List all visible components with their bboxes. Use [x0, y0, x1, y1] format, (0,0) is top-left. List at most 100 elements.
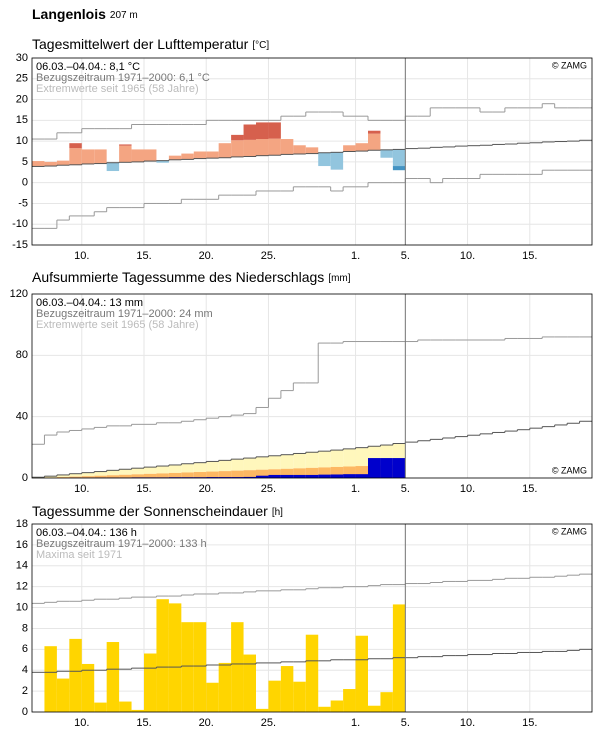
low-band: [256, 469, 269, 478]
low-band: [193, 472, 207, 478]
sun-bar: [56, 678, 70, 712]
sun-bar: [206, 682, 219, 712]
y-tick-label: 0: [22, 177, 28, 189]
y-tick-label: 6: [22, 643, 28, 655]
warm-bar: [69, 148, 82, 165]
sun-bar: [392, 604, 406, 712]
normal-band: [343, 448, 356, 467]
precip-area: [330, 474, 344, 478]
legend-text: Bezugszeitraum 1971–2000: 6,1 °C: [36, 72, 210, 84]
normal-band: [144, 467, 157, 474]
cold-bar: [330, 152, 344, 169]
y-tick-label: 0: [22, 706, 28, 718]
normal-band: [355, 447, 368, 467]
x-tick-label: 5.: [401, 483, 410, 495]
precip-area: [268, 474, 281, 478]
normal-band: [69, 473, 82, 477]
warm-bar: [305, 147, 319, 154]
cold-bar: [318, 152, 331, 167]
normal-band: [94, 471, 107, 476]
sun-bar: [280, 666, 294, 712]
y-tick-label: 80: [16, 349, 28, 361]
low-band: [231, 470, 244, 478]
warm-bar: [268, 138, 281, 156]
warm-bar: [355, 143, 368, 152]
precip-area: [280, 474, 294, 478]
sun-bar: [144, 653, 157, 712]
normal-band: [318, 451, 331, 468]
x-tick-label: 10.: [74, 717, 89, 729]
warm-bar: [343, 145, 356, 152]
low-band: [268, 469, 281, 478]
credit: © ZAMG: [552, 526, 587, 536]
y-tick-label: 40: [16, 411, 28, 423]
low-band: [56, 477, 70, 478]
low-band: [243, 470, 256, 478]
normal-band: [218, 460, 232, 472]
y-tick-label: 4: [22, 664, 28, 676]
warm-bar-strong: [256, 122, 269, 140]
legend-text: Extremwerte seit 1965 (58 Jahre): [36, 319, 199, 331]
y-tick-label: 12: [16, 581, 28, 593]
normal-band: [280, 454, 294, 469]
normal-band: [106, 470, 120, 476]
sun-bar: [131, 709, 144, 712]
y-tick-label: 14: [16, 560, 28, 572]
warm-bar: [293, 145, 306, 154]
warm-bar: [280, 139, 294, 155]
x-tick-label: 25.: [261, 483, 276, 495]
normal-band: [181, 463, 194, 473]
low-band: [131, 474, 144, 478]
legend-text: 06.03.–04.04.: 8,1 °C: [36, 61, 140, 73]
y-tick-label: 10: [16, 135, 28, 147]
x-tick-label: 10.: [460, 483, 475, 495]
precip-area: [218, 477, 232, 478]
chart-title: Aufsummierte Tagessumme des Niederschlag…: [32, 269, 351, 285]
warm-bar: [193, 151, 207, 159]
warm-bar: [81, 149, 95, 164]
sun-bar: [218, 662, 232, 712]
low-band: [343, 466, 356, 478]
x-tick-label: 10.: [460, 717, 475, 729]
warm-bar-strong: [69, 143, 82, 149]
y-tick-label: -15: [12, 239, 28, 251]
y-tick-label: 18: [16, 518, 28, 530]
sun-bar: [81, 663, 95, 712]
legend-text: 06.03.–04.04.: 13 mm: [36, 297, 143, 309]
station-name: Langenlois: [32, 6, 106, 22]
warm-bar-strong: [368, 130, 381, 134]
normal-band: [131, 468, 144, 475]
normal-band: [243, 458, 256, 471]
legend-text: 06.03.–04.04.: 136 h: [36, 527, 137, 539]
sun-bar: [181, 622, 194, 712]
plot-frame: [31, 57, 593, 246]
x-tick-label: 1.: [351, 250, 360, 262]
sun-bar: [268, 680, 281, 712]
normal-band: [168, 464, 182, 473]
header: Langenlois 207 m: [32, 6, 138, 22]
low-band: [318, 467, 331, 478]
low-band: [69, 476, 82, 478]
cold-bar: [106, 162, 120, 172]
sun-bar: [69, 638, 82, 712]
low-band: [106, 475, 120, 478]
normal-band: [81, 472, 95, 477]
x-tick-label: 10.: [74, 250, 89, 262]
unit: [mm]: [328, 273, 350, 284]
sun-bar: [119, 701, 132, 712]
precip-area: [231, 477, 244, 478]
low-band: [330, 466, 344, 478]
low-band: [305, 467, 319, 478]
plot-frame: [31, 523, 593, 713]
low-band: [119, 474, 132, 478]
y-tick-label: 25: [16, 73, 28, 85]
y-tick-label: 2: [22, 685, 28, 697]
x-tick-label: 20.: [199, 483, 214, 495]
low-band: [206, 471, 219, 478]
chart-title: Tagessumme der Sonnenscheindauer [h]: [32, 503, 283, 519]
sun-bar: [368, 705, 381, 712]
precip-area: [355, 474, 368, 478]
low-band: [355, 466, 368, 478]
warm-bar: [368, 133, 381, 151]
sun-bar: [318, 706, 331, 712]
